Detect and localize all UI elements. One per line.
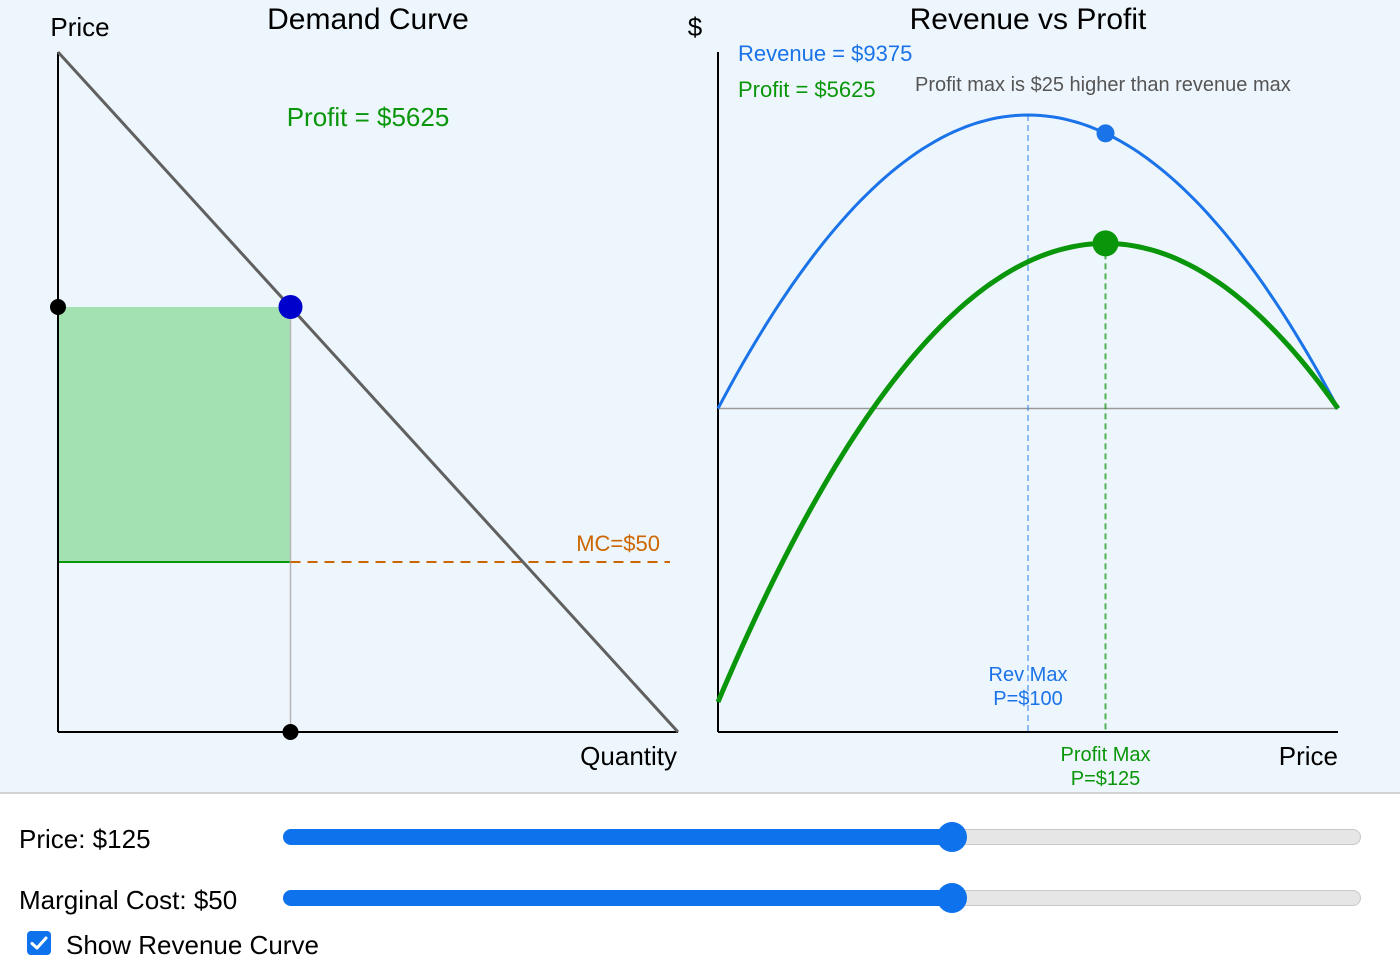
- demand-title: Demand Curve: [267, 3, 469, 36]
- revenue-current-point: [1096, 124, 1115, 143]
- chart-area: Demand Curve Price Quantity Profit = $56…: [0, 0, 1400, 794]
- profit-rectangle: [58, 307, 291, 562]
- profit-curve: [715, 240, 1341, 703]
- rev-max-price-label: P=$100: [993, 688, 1063, 710]
- profit-max-label: Profit Max: [1060, 744, 1150, 766]
- price-slider[interactable]: [283, 822, 1361, 852]
- profit-current-point: [1092, 230, 1119, 257]
- price-slider-fill: [283, 829, 953, 845]
- charts-svg: Demand Curve Price Quantity Profit = $56…: [50, 3, 1341, 790]
- mc-control-label: Marginal Cost: $50: [19, 885, 238, 915]
- price-label: Price: $125: [19, 824, 151, 854]
- mc-label: MC=$50: [576, 531, 660, 556]
- mc-slider-thumb[interactable]: [937, 883, 968, 913]
- demand-x-axis-label: Quantity: [580, 741, 677, 771]
- demand-price-point[interactable]: [278, 295, 303, 319]
- demand-y-axis-label: Price: [50, 12, 109, 42]
- revenue-value-text: Revenue = $9375: [738, 41, 912, 66]
- show-revenue-checkbox[interactable]: [27, 931, 51, 955]
- price-slider-thumb[interactable]: [937, 822, 968, 852]
- show-revenue-label: Show Revenue Curve: [66, 930, 319, 960]
- price-axis-point: [50, 299, 66, 315]
- mc-slider[interactable]: [283, 883, 1361, 913]
- demand-curve: [56, 50, 680, 734]
- profit-value-text: Profit = $5625: [738, 77, 876, 102]
- rev-max-label: Rev Max: [989, 664, 1068, 686]
- rp-x-axis-label: Price: [1279, 741, 1338, 771]
- rp-y-axis-label: $: [688, 12, 703, 42]
- mc-slider-fill: [283, 890, 953, 906]
- checkmark-icon: [30, 936, 48, 950]
- profit-note: Profit max is $25 higher than revenue ma…: [915, 74, 1291, 96]
- revenue-curve: [716, 113, 1340, 410]
- demand-profit-text: Profit = $5625: [287, 102, 450, 132]
- controls-panel: Price: $125 Marginal Cost: $50 Show Reve…: [0, 794, 1400, 968]
- quantity-axis-point: [282, 724, 299, 740]
- profit-max-price-label: P=$125: [1071, 768, 1141, 790]
- revenue-profit-title: Revenue vs Profit: [910, 3, 1147, 36]
